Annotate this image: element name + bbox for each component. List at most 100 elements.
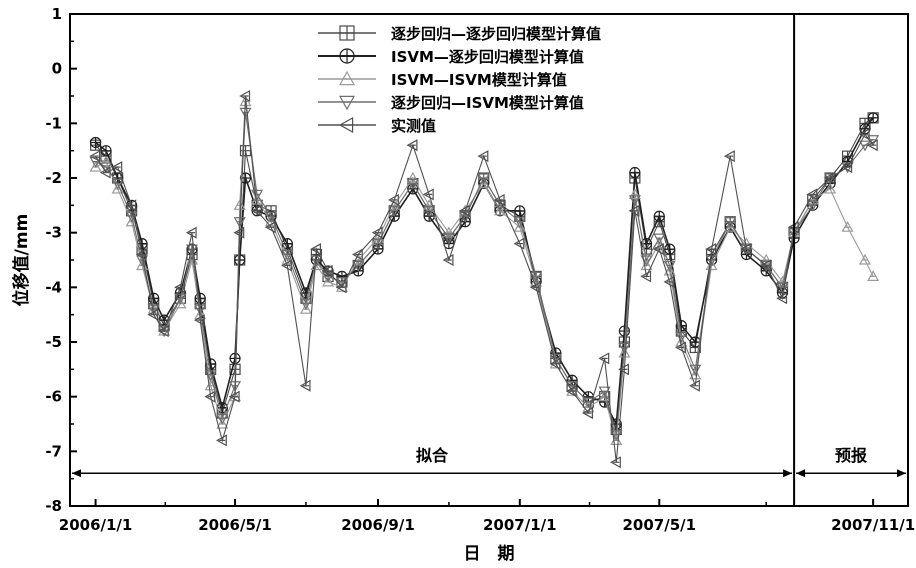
- series-4-point-10: [204, 390, 216, 403]
- y-tick-label-2: -1: [45, 114, 62, 132]
- series-2-point-52: [824, 182, 837, 194]
- series-4-point-47: [740, 243, 752, 256]
- y-tick-label-0: 1: [52, 5, 62, 23]
- series-4-point-19: [310, 243, 322, 256]
- series-4-point-22: [352, 248, 363, 261]
- series-4-point-27: [442, 253, 454, 267]
- series-1-point-38: [618, 325, 631, 337]
- series-4-point-41: [653, 243, 664, 256]
- series-4-point-51: [806, 188, 818, 201]
- series-4-point-25: [406, 139, 418, 152]
- series-3-point-25: [406, 178, 419, 190]
- series-2-point-27: [442, 226, 455, 238]
- region-arrowhead-left-0: [72, 469, 81, 478]
- legend-marker-3: [338, 95, 356, 111]
- series-4-point-52: [823, 171, 835, 185]
- series-3-point-11: [216, 413, 229, 425]
- series-1-point-9: [194, 292, 206, 304]
- series-4-point-24: [388, 193, 399, 206]
- series-3-point-24: [388, 206, 401, 218]
- series-4-line: [95, 95, 874, 463]
- series-3-point-2: [111, 178, 124, 190]
- series-2-point-13: [233, 199, 246, 210]
- series-4-point-31: [513, 237, 525, 250]
- series-4-point-46: [723, 150, 735, 163]
- series-4-point-13: [233, 226, 245, 239]
- series-3-point-51: [806, 200, 819, 212]
- y-tick-label-3: -2: [45, 169, 62, 187]
- series-4-point-29: [477, 150, 489, 163]
- series-4-point-49: [776, 292, 788, 305]
- y-tick-label-9: -8: [45, 497, 62, 515]
- series-4-point-53: [841, 161, 853, 174]
- series-1-point-31: [514, 205, 526, 217]
- series-3-point-9: [194, 304, 207, 316]
- legend-label-3: 逐步回归—ISVM模型计算值: [391, 94, 584, 112]
- series-4-point-1: [99, 166, 111, 179]
- series-4-point-6: [157, 325, 169, 338]
- legend-bg-3: [312, 91, 702, 113]
- series-3-point-42: [663, 260, 676, 272]
- series-4-point-43: [675, 341, 686, 354]
- series-4-point-32: [529, 281, 541, 294]
- legend-marker-1: [339, 48, 355, 64]
- series-3-point-5: [147, 304, 160, 316]
- x-axis-title: 日 期: [464, 544, 515, 564]
- series-2-point-25: [406, 171, 419, 183]
- x-tick-label-3: 2007/1/1: [483, 516, 557, 534]
- series-4-point-54: [858, 128, 870, 141]
- series-2-point-1: [100, 155, 113, 167]
- series-3-point-20: [322, 271, 335, 283]
- legend-bg-1: [312, 45, 702, 67]
- x-tick-label-1: 2006/5/1: [198, 516, 272, 534]
- series-3-point-31: [513, 217, 526, 228]
- series-4-point-0: [89, 150, 101, 163]
- legend-label-2: ISVM—ISVM模型计算值: [391, 71, 567, 89]
- series-3-point-32: [530, 271, 543, 283]
- series-4-point-33: [549, 357, 561, 370]
- series-4-point-14: [239, 89, 251, 103]
- series-1-point-1: [100, 145, 112, 157]
- series-4-point-38: [618, 363, 630, 376]
- series-4-point-42: [663, 275, 675, 288]
- series-2-point-26: [423, 199, 436, 210]
- series-4-point-40: [640, 270, 652, 283]
- legend-label-1: ISVM—逐步回归模型计算值: [391, 48, 584, 66]
- region-arrowhead-right-1: [897, 469, 906, 478]
- y-tick-label-8: -7: [45, 442, 62, 460]
- series-3-point-23: [371, 239, 385, 250]
- series-3-point-17: [281, 249, 294, 261]
- legend-bg-4: [312, 114, 702, 136]
- series-4-point-21: [335, 281, 347, 294]
- series-4-point-4: [135, 248, 147, 261]
- series-1-point-12: [229, 352, 241, 364]
- y-tick-label-7: -6: [45, 388, 62, 406]
- series-4-point-18: [299, 379, 311, 392]
- series-4-point-30: [493, 193, 505, 206]
- series-1-point-41: [653, 210, 665, 222]
- series-4-point-5: [147, 308, 159, 321]
- region-label-1: 预报: [835, 446, 867, 465]
- series-3-point-7: [174, 293, 187, 305]
- series-3-point-39: [628, 195, 641, 207]
- series-3-point-29: [477, 173, 490, 185]
- legend-label-0: 逐步回归—逐步回归模型计算值: [391, 25, 601, 43]
- series-4-point-20: [321, 264, 333, 277]
- series-3-point-26: [423, 206, 436, 218]
- y-axis-title: 位移值/mm: [11, 214, 32, 307]
- series-3-line: [95, 112, 874, 436]
- series-4-point-48: [759, 259, 771, 272]
- series-3-point-16: [265, 211, 278, 223]
- series-3-point-45: [705, 255, 718, 267]
- series-2-point-54: [858, 253, 872, 265]
- series-4-point-3: [125, 199, 137, 212]
- series-0-point-14: [239, 145, 252, 157]
- series-3-point-38: [618, 342, 631, 354]
- series-1-point-55: [867, 112, 879, 124]
- series-2-point-53: [841, 220, 854, 232]
- series-3-point-1: [100, 162, 113, 174]
- series-2-point-39: [628, 188, 641, 199]
- legend-bg-0: [312, 22, 702, 44]
- series-4-point-34: [565, 385, 577, 398]
- legend: 逐步回归—逐步回归模型计算值 ISVM—逐步回归模型计算值 ISVM—ISVM模型计…: [312, 22, 702, 136]
